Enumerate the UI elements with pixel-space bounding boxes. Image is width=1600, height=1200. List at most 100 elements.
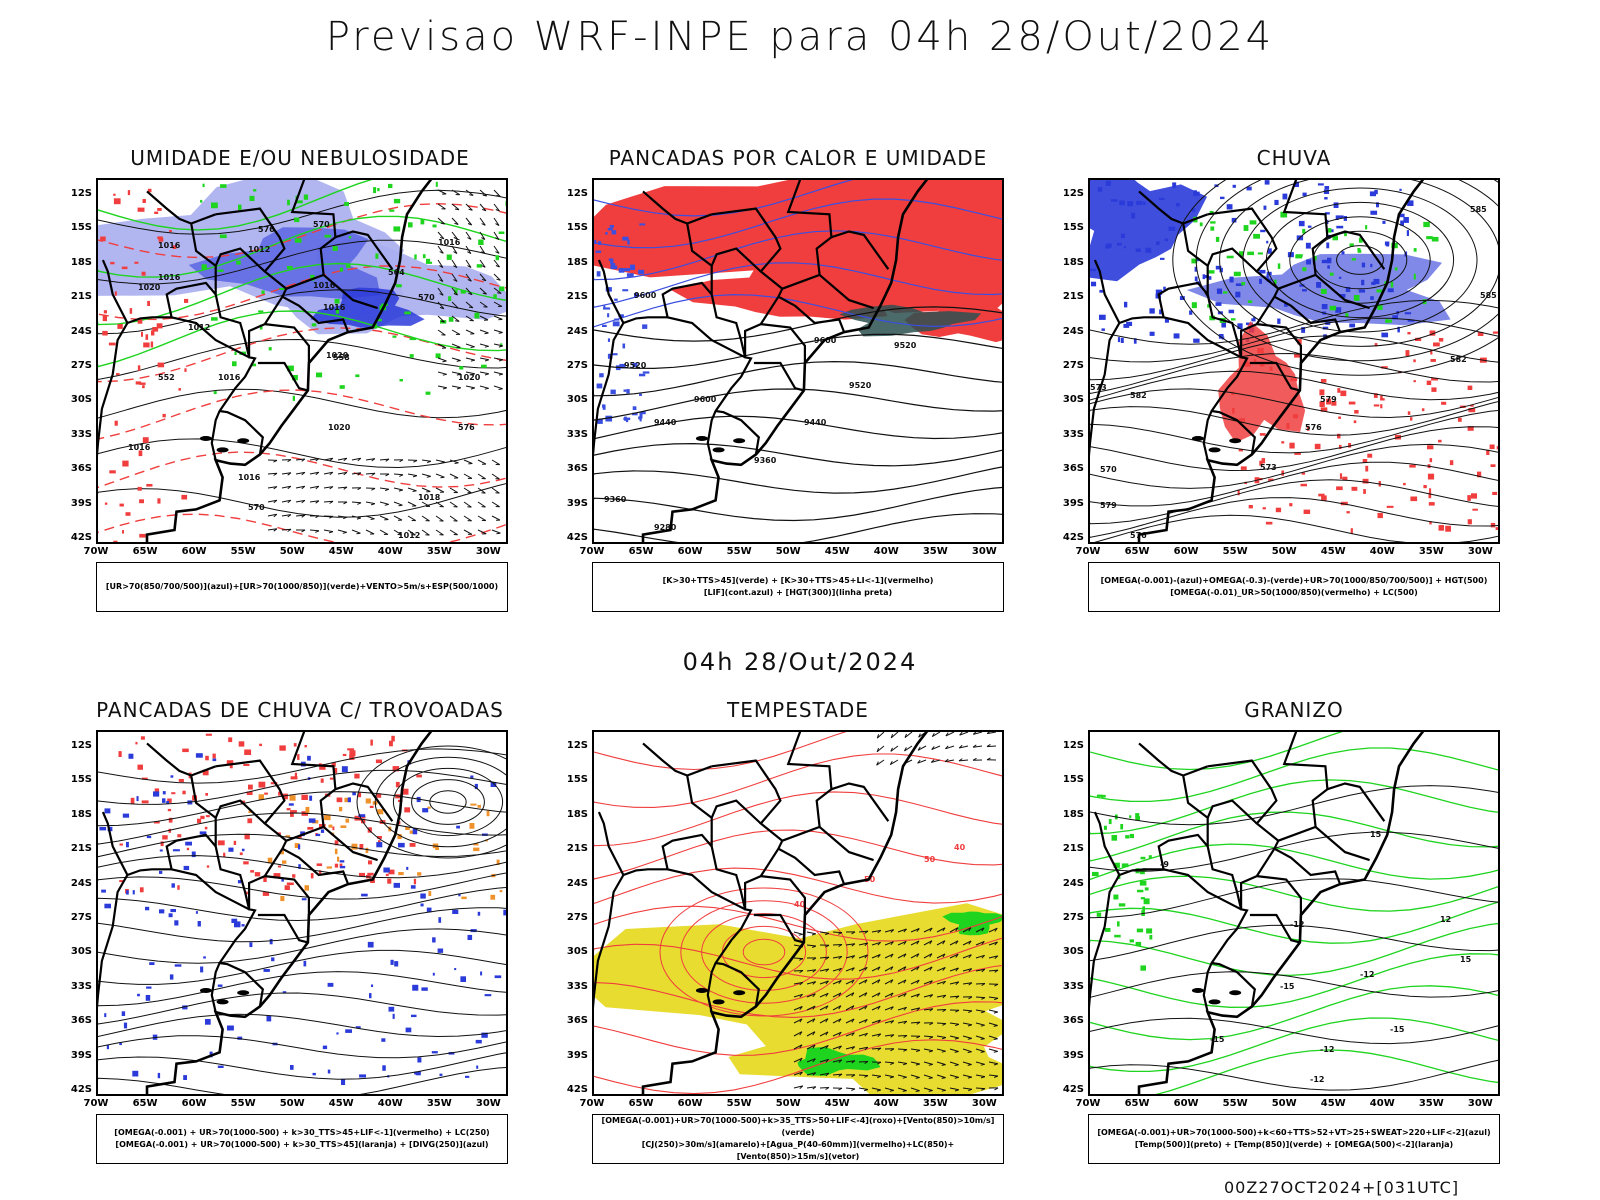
lat-tick-label: 36S (70, 463, 92, 475)
lon-tick-label: 30W (1467, 546, 1493, 557)
contour-label: 9280 (654, 523, 677, 532)
legend-line: [OMEGA(-0.001)+UR>70(1000-500)+k<60+TTS>… (1097, 1128, 1491, 1137)
lon-tick-label: 70W (1075, 1098, 1101, 1109)
contour-label: 9520 (849, 381, 872, 390)
contour-label: 570 (418, 293, 435, 302)
lat-tick-label: 36S (70, 1015, 92, 1027)
lat-tick-label: 30S (70, 394, 92, 406)
contour-label: 15 (1460, 955, 1472, 964)
lat-tick-label: 39S (70, 1049, 92, 1061)
lon-tick-label: 65W (628, 1098, 654, 1109)
temp850-contours (1090, 732, 1498, 1094)
lat-tick-label: 18S (566, 256, 588, 268)
lat-tick-label: 36S (566, 463, 588, 475)
lon-tick-label: 65W (1124, 546, 1150, 557)
contour-label: 1020 (326, 351, 349, 360)
contour-label: 582 (1450, 355, 1467, 364)
wind-green-area (797, 1046, 881, 1076)
contour-label: 15 (1370, 830, 1382, 839)
contour-label: -15 (1210, 1035, 1225, 1044)
lat-tick-label: 30S (1062, 946, 1084, 958)
contour-label: 570 (248, 503, 265, 512)
red-area (670, 257, 888, 320)
legend-line: [OMEGA(-0.001) + UR>70(1000-500) + k>30_… (114, 1128, 490, 1137)
map-tempestade: 40 50 50 40 (592, 730, 1004, 1096)
lon-tick-label: 70W (1075, 546, 1101, 557)
lon-tick-label: 30W (971, 546, 997, 557)
lat-tick-label: 18S (566, 808, 588, 820)
map-pancadas_trovoadas (96, 730, 508, 1096)
lon-tick-label: 35W (922, 546, 948, 557)
lat-tick-label: 36S (1062, 1015, 1084, 1027)
contour-label: 1016 (313, 281, 336, 290)
speckles (99, 753, 506, 1085)
legend-umidade: [UR>70(850/700/500)](azul)+[UR>70(1000/8… (96, 562, 508, 612)
legend-line: [CJ(250)>30m/s](amarelo)+[Agua_P(40-60mm… (641, 1140, 955, 1161)
contour-label: 1016 (158, 241, 181, 250)
lat-tick-label: 12S (70, 188, 92, 199)
lat-tick-label: 12S (1062, 740, 1084, 751)
contour-label: -15 (1280, 982, 1295, 991)
legend-line: [Temp(500)](preto) + [Temp(850)](verde) … (1134, 1140, 1454, 1149)
coastline-borders (594, 732, 929, 1094)
lat-tick-label: 15S (70, 774, 92, 786)
lat-tick-label: 15S (1062, 222, 1084, 234)
lat-tick-label: 27S (566, 912, 588, 923)
lon-tick-label: 40W (1369, 546, 1395, 557)
lon-tick-label: 35W (426, 1098, 452, 1109)
lon-tick-label: 50W (775, 1098, 801, 1109)
lat-tick-label: 12S (1062, 188, 1084, 199)
lon-tick-label: 60W (677, 546, 703, 557)
wind-green-area (942, 911, 1002, 936)
legend-line: [UR>70(850/700/500)](azul)+[UR>70(1000/8… (105, 582, 499, 591)
lat-tick-label: 24S (70, 325, 92, 337)
panel-title-granizo: GRANIZO (1244, 698, 1344, 722)
lon-tick-label: 45W (824, 1098, 850, 1109)
jet-yellow-area (728, 1009, 1002, 1094)
lat-tick-label: 27S (1062, 912, 1084, 923)
contour-label: -12 (1310, 1075, 1324, 1084)
contour-label: -12 (1290, 920, 1304, 929)
map-granizo: -9 -12 -15 -12 -15 -12 -15 -12 15 12 15 (1088, 730, 1500, 1096)
lat-tick-label: 15S (70, 222, 92, 234)
lon-tick-label: 60W (1173, 546, 1199, 557)
humidity-dark-blue (310, 287, 425, 328)
contour-label: 1012 (248, 245, 270, 254)
lat-tick-label: 30S (566, 394, 588, 406)
contour-label: 585 (1470, 205, 1487, 214)
speckles (200, 181, 506, 401)
temp500-contours (1090, 785, 1498, 1091)
lat-tick-label: 24S (1062, 877, 1084, 889)
lon-tick-label: 55W (726, 546, 752, 557)
lon-tick-label: 35W (1418, 546, 1444, 557)
lat-tick-label: 42S (70, 532, 92, 543)
lat-tick-label: 18S (1062, 808, 1084, 820)
lon-tick-label: 65W (132, 1098, 158, 1109)
lon-tick-label: 55W (726, 1098, 752, 1109)
coastline-borders (98, 180, 433, 542)
contour-label: 9520 (894, 341, 917, 350)
lon-tick-label: 65W (132, 546, 158, 557)
lon-tick-label: 55W (230, 1098, 256, 1109)
map-pancadas_calor: 9600 9520 9600 9600 9520 9520 9440 9440 9360 9360… (592, 178, 1004, 544)
lon-tick-label: 40W (873, 546, 899, 557)
legend-chuva: [OMEGA(-0.001)-(azul)+OMEGA(-0.3)-(verde… (1088, 562, 1500, 612)
subtitle-date: 04h 28/Out/2024 (682, 648, 918, 676)
contour-label: 40 (794, 900, 806, 909)
legend-tempestade: [OMEGA(-0.001)+UR>70(1000-500)+k>35_TTS>… (592, 1114, 1004, 1164)
lon-tick-label: 50W (775, 546, 801, 557)
panel-title-pancadas_trovoadas: PANCADAS DE CHUVA C/ TROVOADAS (96, 698, 504, 722)
lon-tick-label: 45W (328, 546, 354, 557)
lat-tick-label: 36S (566, 1015, 588, 1027)
lon-tick-label: 40W (377, 546, 403, 557)
contour-label: 570 (313, 220, 330, 229)
lon-tick-label: 45W (824, 546, 850, 557)
contour-label: 1016 (158, 273, 181, 282)
contour-label: 9520 (624, 361, 647, 370)
lat-tick-label: 24S (566, 325, 588, 337)
main-title: Previsao WRF-INPE para 04h 28/Out/2024 (325, 14, 1275, 60)
